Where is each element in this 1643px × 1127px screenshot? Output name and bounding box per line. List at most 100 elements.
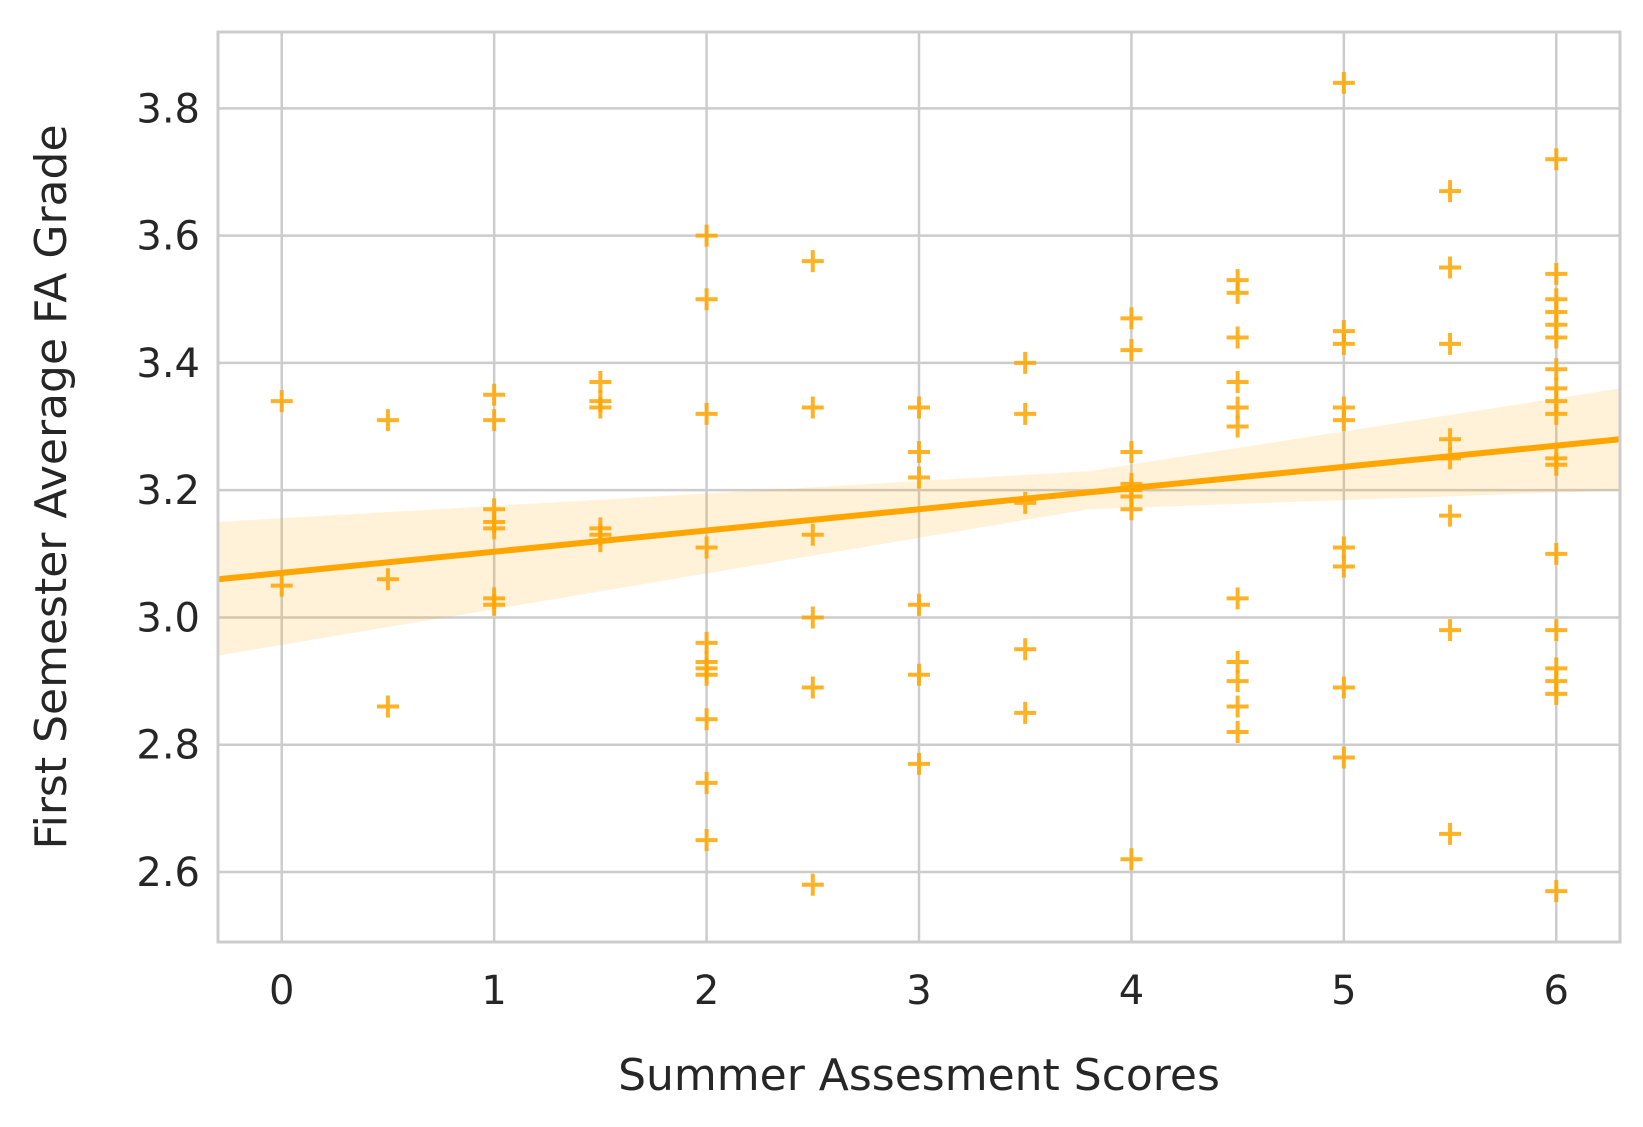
x-tick-label: 2	[694, 968, 719, 1014]
data-point	[1332, 536, 1355, 559]
data-point	[695, 663, 718, 686]
data-point	[270, 574, 293, 597]
data-point	[695, 631, 718, 654]
data-point	[801, 606, 824, 629]
data-point	[1120, 848, 1143, 871]
data-point	[1226, 721, 1249, 743]
data-point	[695, 536, 718, 559]
data-point	[908, 466, 930, 489]
data-point	[1545, 326, 1568, 349]
data-point	[1439, 256, 1462, 279]
regression-line	[217, 436, 1621, 583]
data-point	[695, 829, 718, 852]
data-point	[801, 250, 824, 273]
data-point	[376, 409, 399, 432]
x-tick-label: 4	[1119, 968, 1144, 1014]
data-point	[1226, 281, 1249, 304]
data-point	[1545, 619, 1568, 642]
x-tick-label: 6	[1544, 968, 1569, 1014]
data-point	[1226, 695, 1249, 718]
y-tick-label: 2.6	[136, 850, 200, 896]
data-point	[1545, 682, 1568, 705]
data-point	[1545, 453, 1568, 476]
data-point	[1226, 415, 1249, 438]
data-point	[1439, 428, 1462, 451]
data-point	[483, 593, 506, 616]
data-point	[483, 383, 506, 406]
y-tick-label: 3.4	[136, 341, 200, 387]
data-point	[908, 396, 930, 419]
y-tick-label: 3.8	[136, 86, 200, 132]
y-axis-label: First Semester Average FA Grade	[26, 124, 77, 849]
data-point	[695, 288, 718, 311]
data-point	[1332, 555, 1355, 578]
plot-frame	[216, 30, 1622, 944]
data-point	[1545, 402, 1568, 425]
data-point	[695, 771, 718, 794]
confidence-band	[218, 388, 1620, 656]
x-tick-label: 0	[269, 968, 294, 1014]
data-point	[376, 568, 399, 591]
data-point	[589, 371, 612, 393]
data-point	[1439, 180, 1462, 203]
data-point	[1014, 701, 1037, 724]
data-point	[1439, 822, 1462, 845]
x-tick-label: 5	[1331, 968, 1356, 1014]
data-point	[1439, 332, 1462, 355]
data-point	[801, 396, 824, 419]
data-point	[1332, 409, 1355, 432]
y-tick-label: 3.6	[136, 214, 200, 260]
data-point	[1332, 332, 1355, 355]
data-point	[908, 663, 930, 686]
y-tick-labels: 2.6 2.8 3.0 3.2 3.4 3.6 3.8	[136, 86, 200, 896]
data-point	[1226, 587, 1249, 610]
data-point	[1545, 262, 1568, 285]
data-point	[908, 752, 930, 775]
data-point	[1226, 371, 1249, 393]
data-point	[695, 224, 718, 247]
data-point	[1120, 307, 1143, 330]
x-tick-labels: 0 1 2 3 4 5 6	[269, 968, 1569, 1014]
data-point	[1120, 441, 1143, 463]
data-point	[1014, 402, 1037, 425]
data-point	[801, 873, 824, 896]
regression-line-group	[217, 436, 1621, 583]
data-point	[376, 695, 399, 718]
data-point	[908, 593, 930, 616]
data-point	[1120, 339, 1143, 362]
x-axis-label: Summer Assesment Scores	[618, 1050, 1220, 1101]
data-point	[1226, 396, 1249, 419]
data-point	[695, 402, 718, 425]
data-point	[1545, 358, 1568, 381]
data-point	[1545, 542, 1568, 565]
data-point	[1545, 880, 1568, 903]
data-point	[1439, 504, 1462, 527]
data-point	[695, 708, 718, 731]
data-point	[801, 523, 824, 546]
data-point	[1226, 651, 1249, 673]
confidence-band-area	[218, 388, 1620, 656]
x-tick-label: 1	[481, 968, 506, 1014]
data-point	[1226, 326, 1249, 349]
data-point	[1332, 676, 1355, 699]
data-point	[1439, 619, 1462, 642]
data-point	[1014, 351, 1037, 374]
y-tick-label: 2.8	[136, 723, 200, 769]
data-point	[801, 676, 824, 699]
x-tick-label: 3	[906, 968, 931, 1014]
data-point	[908, 441, 930, 463]
data-point	[1014, 638, 1037, 661]
grid-lines	[218, 32, 1620, 942]
data-point	[1545, 148, 1568, 171]
data-point	[1226, 670, 1249, 693]
data-point	[1332, 746, 1355, 769]
y-tick-label: 3.0	[136, 595, 200, 641]
data-point	[1332, 71, 1355, 94]
data-point	[270, 390, 293, 413]
data-point	[483, 409, 506, 432]
data-point	[483, 517, 506, 540]
data-point	[1120, 498, 1143, 521]
data-point	[1014, 491, 1037, 514]
